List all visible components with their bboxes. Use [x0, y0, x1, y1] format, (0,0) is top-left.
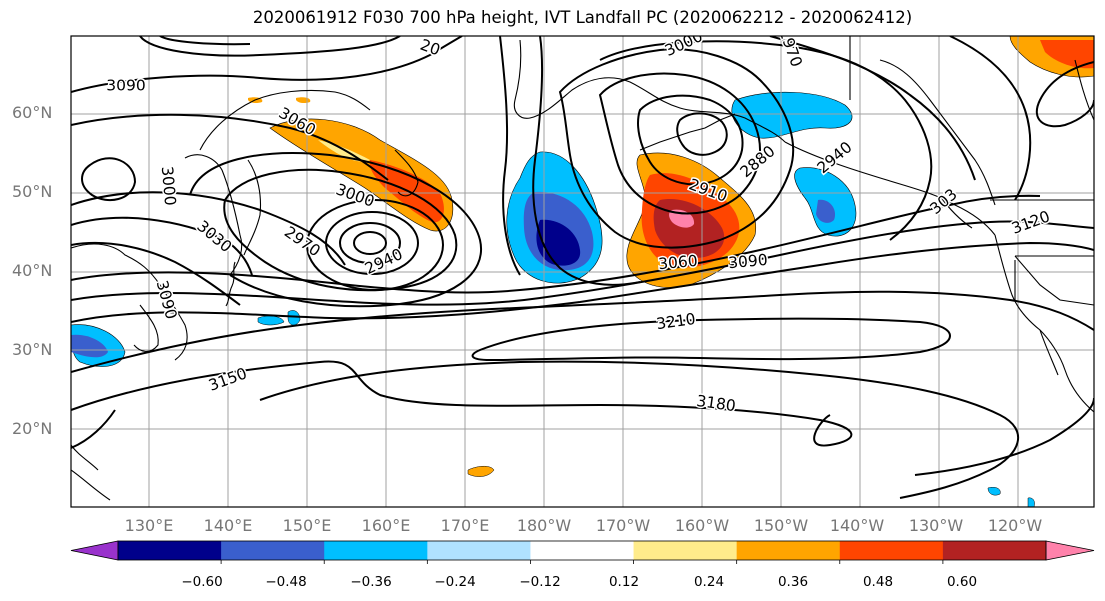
colorbar-tick-label: −0.60	[181, 574, 223, 590]
negative-anomaly-region	[257, 315, 285, 326]
colorbar-extend-max	[1045, 540, 1095, 561]
colorbar-segment	[118, 541, 222, 560]
height-contours	[71, 36, 1094, 499]
negative-anomaly-region	[536, 219, 581, 266]
positive-anomaly-region	[296, 97, 311, 104]
colorbar-tick-label: 0.48	[862, 574, 894, 590]
colorbar-tick-label: −0.24	[434, 574, 476, 590]
contour-label: 3090	[153, 278, 181, 321]
longitude-label: 150°W	[753, 516, 809, 535]
latitude-label: 50°N	[12, 182, 53, 201]
positive-anomaly-region	[1040, 40, 1094, 69]
longitude-label: 160°W	[674, 516, 730, 535]
coastlines	[71, 36, 1094, 501]
colorbar-tick-label: 0.60	[946, 574, 978, 590]
colorbar-segment	[839, 541, 944, 560]
colorbar-segment	[324, 541, 428, 560]
colorbar-tick-label: 0.24	[693, 574, 725, 590]
colorbar-tick-label: 0.36	[777, 574, 809, 590]
longitude-label: 140°E	[203, 516, 253, 535]
graticule	[71, 36, 1094, 507]
negative-anomaly-region	[71, 334, 108, 358]
longitude-label: 160°E	[361, 516, 411, 535]
colorbar-segment	[427, 541, 531, 560]
contour-label: 3090	[106, 77, 145, 95]
negative-anomaly-region	[987, 487, 1001, 496]
longitude-label: 140°W	[829, 516, 885, 535]
longitude-label: 170°E	[440, 516, 490, 535]
longitude-label: 170°W	[595, 516, 651, 535]
figure-title: 2020061912 F030 700 hPa height, IVT Land…	[252, 8, 913, 27]
map-frame	[70, 35, 1095, 508]
colorbar-tick-label: −0.48	[265, 574, 307, 590]
colorbar-segment	[633, 541, 738, 560]
contour-label: 20	[418, 36, 443, 60]
longitude-label: 130°W	[908, 516, 964, 535]
contour-label: 3000	[158, 166, 179, 207]
colorbar-segment	[530, 541, 635, 560]
contour-label: 2940	[814, 138, 856, 177]
colorbar-frame	[117, 540, 1047, 561]
latitude-label: 20°N	[12, 419, 53, 438]
colorbar-segment	[221, 541, 325, 560]
longitude-label: 180°W	[516, 516, 572, 535]
contour-label: 303	[927, 185, 961, 218]
colorbar	[70, 540, 1095, 564]
longitude-label: 150°E	[282, 516, 332, 535]
negative-anomaly-region	[816, 199, 836, 223]
positive-anomaly-region	[467, 466, 495, 477]
colorbar-tick-label: −0.36	[350, 574, 392, 590]
longitude-label: 130°E	[124, 516, 174, 535]
colorbar-segment	[942, 541, 1047, 560]
contour-label: 3090	[728, 251, 769, 272]
negative-anomaly-region	[287, 310, 301, 326]
contour-label: 3120	[1009, 207, 1052, 237]
longitude-label: 120°W	[987, 516, 1043, 535]
negative-anomaly-region	[1027, 497, 1035, 507]
colorbar-extend-min	[70, 540, 119, 561]
latitude-label: 30°N	[12, 340, 53, 359]
contour-label: 3060	[658, 252, 699, 273]
contour-label: 3000	[662, 27, 705, 60]
colorbar-tick-label: −0.12	[519, 574, 561, 590]
colorbar-tick-label: 0.12	[608, 574, 640, 590]
colorbar-segment	[736, 541, 841, 560]
latitude-label: 40°N	[12, 261, 53, 280]
contour-label: 3030	[193, 217, 235, 256]
contour-label: 3210	[655, 310, 697, 333]
latitude-label: 60°N	[12, 103, 53, 122]
